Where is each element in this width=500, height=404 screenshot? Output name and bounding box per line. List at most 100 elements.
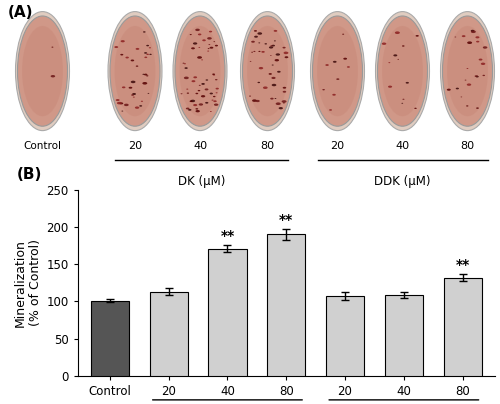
Ellipse shape xyxy=(272,77,276,79)
Ellipse shape xyxy=(133,97,135,98)
Ellipse shape xyxy=(199,85,201,86)
Ellipse shape xyxy=(202,83,205,85)
Ellipse shape xyxy=(447,26,488,116)
Ellipse shape xyxy=(442,16,492,126)
Ellipse shape xyxy=(402,103,403,104)
Ellipse shape xyxy=(210,93,213,95)
Ellipse shape xyxy=(188,109,192,111)
Text: **: ** xyxy=(220,229,234,243)
Ellipse shape xyxy=(144,52,147,54)
Ellipse shape xyxy=(263,86,268,89)
Ellipse shape xyxy=(215,45,218,46)
Ellipse shape xyxy=(310,12,364,130)
Ellipse shape xyxy=(201,95,205,97)
Ellipse shape xyxy=(148,93,150,94)
Ellipse shape xyxy=(270,55,272,56)
Ellipse shape xyxy=(274,98,276,99)
Ellipse shape xyxy=(132,93,136,95)
Ellipse shape xyxy=(476,36,480,38)
Bar xyxy=(150,292,188,376)
Ellipse shape xyxy=(190,101,192,102)
Ellipse shape xyxy=(440,12,494,130)
Ellipse shape xyxy=(478,59,482,61)
Ellipse shape xyxy=(332,94,336,96)
Ellipse shape xyxy=(406,82,409,84)
Ellipse shape xyxy=(213,96,216,97)
Ellipse shape xyxy=(192,80,196,82)
Ellipse shape xyxy=(251,41,255,43)
Ellipse shape xyxy=(186,107,190,109)
Ellipse shape xyxy=(258,32,262,35)
Ellipse shape xyxy=(483,46,488,49)
Ellipse shape xyxy=(50,75,55,78)
Ellipse shape xyxy=(282,87,286,89)
Ellipse shape xyxy=(193,42,198,44)
Ellipse shape xyxy=(120,54,124,55)
Text: **: ** xyxy=(456,258,470,271)
Ellipse shape xyxy=(278,107,283,109)
Ellipse shape xyxy=(198,47,200,48)
Ellipse shape xyxy=(214,100,217,102)
Ellipse shape xyxy=(180,93,182,94)
Ellipse shape xyxy=(398,59,399,60)
Ellipse shape xyxy=(312,16,362,126)
Ellipse shape xyxy=(333,61,336,63)
Ellipse shape xyxy=(122,86,126,88)
Ellipse shape xyxy=(130,59,134,61)
Ellipse shape xyxy=(198,103,203,105)
Ellipse shape xyxy=(110,16,160,126)
Ellipse shape xyxy=(277,71,280,73)
Ellipse shape xyxy=(180,26,220,116)
Ellipse shape xyxy=(481,63,486,65)
Ellipse shape xyxy=(197,56,202,59)
Ellipse shape xyxy=(476,107,479,109)
Ellipse shape xyxy=(249,96,251,97)
Ellipse shape xyxy=(184,67,188,69)
Text: 40: 40 xyxy=(193,141,207,151)
Ellipse shape xyxy=(482,75,485,76)
Text: Control: Control xyxy=(24,141,62,151)
Ellipse shape xyxy=(210,111,212,112)
Ellipse shape xyxy=(175,16,225,126)
Ellipse shape xyxy=(336,78,340,80)
Ellipse shape xyxy=(270,45,272,46)
Ellipse shape xyxy=(182,63,184,64)
Ellipse shape xyxy=(131,94,134,96)
Text: **: ** xyxy=(279,213,293,227)
Ellipse shape xyxy=(282,91,286,93)
Ellipse shape xyxy=(204,88,208,90)
Text: 20: 20 xyxy=(330,141,344,151)
Ellipse shape xyxy=(194,76,197,78)
Ellipse shape xyxy=(122,111,124,112)
Bar xyxy=(90,301,129,376)
Ellipse shape xyxy=(378,16,428,126)
Ellipse shape xyxy=(456,88,459,89)
Ellipse shape xyxy=(18,16,68,126)
Ellipse shape xyxy=(144,57,147,58)
Ellipse shape xyxy=(382,42,386,45)
Ellipse shape xyxy=(282,100,286,103)
Ellipse shape xyxy=(208,48,210,49)
Ellipse shape xyxy=(402,99,404,100)
Ellipse shape xyxy=(213,74,215,76)
Ellipse shape xyxy=(254,30,257,32)
Ellipse shape xyxy=(208,44,210,45)
Ellipse shape xyxy=(126,57,129,59)
Ellipse shape xyxy=(264,43,267,44)
Text: 40: 40 xyxy=(396,141,409,151)
Ellipse shape xyxy=(272,84,276,86)
Ellipse shape xyxy=(254,51,256,52)
Ellipse shape xyxy=(210,47,214,49)
Ellipse shape xyxy=(454,37,456,38)
Ellipse shape xyxy=(322,89,325,90)
Ellipse shape xyxy=(184,77,189,79)
Ellipse shape xyxy=(344,58,347,60)
Ellipse shape xyxy=(146,75,148,76)
Ellipse shape xyxy=(268,73,272,75)
Ellipse shape xyxy=(214,41,215,42)
Ellipse shape xyxy=(128,87,132,89)
Ellipse shape xyxy=(388,86,392,88)
Ellipse shape xyxy=(274,40,276,42)
Ellipse shape xyxy=(142,82,148,84)
Ellipse shape xyxy=(476,41,480,42)
